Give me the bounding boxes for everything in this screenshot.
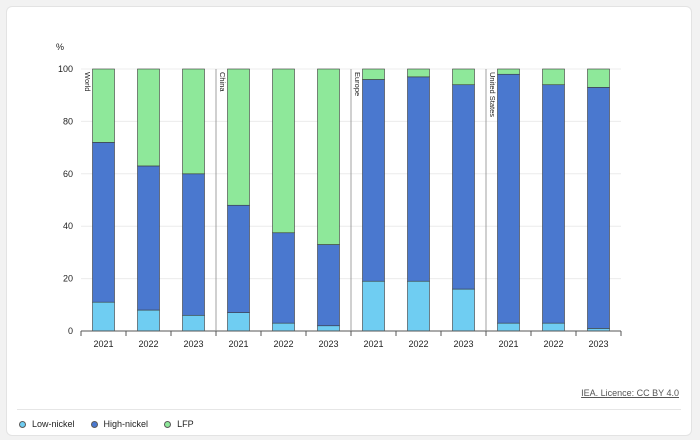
bar-segment-low-nickel <box>362 280 385 332</box>
bar-segment-high-nickel <box>452 84 475 290</box>
legend-label: High-nickel <box>103 419 149 429</box>
low-nickel-swatch-icon <box>19 420 26 428</box>
y-tick-label: 60 <box>63 169 73 179</box>
bar-segment-low-nickel <box>497 322 520 332</box>
bar-segment-low-nickel <box>317 325 340 332</box>
legend-label: Low-nickel <box>32 419 75 429</box>
x-tick-label: 2023 <box>183 339 203 349</box>
bar-segment-high-nickel <box>92 142 115 303</box>
legend-item-high-nickel[interactable]: High-nickel <box>90 419 149 429</box>
legend-divider <box>17 409 681 410</box>
group-label-europe: Europe <box>353 72 362 96</box>
bar-segment-high-nickel <box>317 244 340 327</box>
bar-segment-high-nickel <box>227 204 250 313</box>
bar-segment-lfp <box>182 68 205 175</box>
x-tick-label: 2023 <box>318 339 338 349</box>
x-tick-label: 2022 <box>138 339 158 349</box>
axes: 0 20 40 60 80 100% 2021 2022 2023 2021 2022 2023 202… <box>56 42 622 349</box>
bar-segment-high-nickel <box>272 232 295 324</box>
x-tick-label: 2022 <box>408 339 428 349</box>
bar-segment-low-nickel <box>272 322 295 332</box>
bar-segment-lfp <box>227 68 250 206</box>
bar-segment-low-nickel <box>407 280 430 332</box>
x-tick-label: 2021 <box>498 339 518 349</box>
bar-segment-low-nickel <box>542 322 565 332</box>
high-nickel-swatch-icon <box>90 420 98 428</box>
bar-segment-high-nickel <box>182 173 205 316</box>
bar-segment-lfp <box>317 68 340 245</box>
bar-segment-high-nickel <box>587 87 610 329</box>
group-label-world: World <box>83 72 92 91</box>
stacked-bar-chart: 0 20 40 60 80 100% 2021 2022 2023 2021 2022 2023 202… <box>56 42 622 349</box>
bar-segment-lfp <box>407 68 430 78</box>
x-tick-label: 2021 <box>93 339 113 349</box>
bar-segment-high-nickel <box>407 76 430 282</box>
bar-segment-low-nickel <box>182 314 205 332</box>
bar-segment-high-nickel <box>362 79 385 282</box>
bar-segment-lfp <box>137 68 160 167</box>
bar-segment-lfp <box>272 68 295 234</box>
bar-segment-lfp <box>452 68 475 86</box>
bar-segment-lfp <box>362 68 385 80</box>
legend-item-low-nickel[interactable]: Low-nickel <box>19 419 75 429</box>
y-tick-label: 40 <box>63 221 73 231</box>
y-tick-label: 0 <box>68 326 73 336</box>
bar-segment-high-nickel <box>497 73 520 324</box>
x-tick-label: 2022 <box>273 339 293 349</box>
bar-segment-low-nickel <box>137 309 160 332</box>
y-tick-label: 20 <box>63 274 73 284</box>
y-tick-label: 100 <box>58 64 73 74</box>
licence-link[interactable]: IEA. Licence: CC BY 4.0 <box>581 388 679 398</box>
legend: Low-nickel High-nickel LFP <box>19 419 210 429</box>
bar-segment-low-nickel <box>227 312 250 332</box>
bar-segment-lfp <box>497 68 520 75</box>
bar-segment-low-nickel <box>452 288 475 332</box>
x-tick-label: 2021 <box>228 339 248 349</box>
x-tick-label: 2021 <box>363 339 383 349</box>
y-axis-unit-label: % <box>56 42 64 52</box>
legend-item-lfp[interactable]: LFP <box>164 419 194 429</box>
bar-segment-high-nickel <box>137 165 160 311</box>
legend-label: LFP <box>177 419 194 429</box>
bar-segment-low-nickel <box>92 301 115 332</box>
bar-segment-lfp <box>587 68 610 88</box>
group-label-united-states: United States <box>488 72 497 117</box>
bar-segment-high-nickel <box>542 84 565 324</box>
x-tick-label: 2022 <box>543 339 563 349</box>
lfp-swatch-icon <box>164 420 172 428</box>
bars <box>92 68 610 332</box>
y-tick-label: 80 <box>63 116 73 126</box>
x-tick-label: 2023 <box>588 339 608 349</box>
bar-segment-lfp <box>542 68 565 86</box>
x-tick-label: 2023 <box>453 339 473 349</box>
group-label-china: China <box>218 72 227 92</box>
bar-segment-lfp <box>92 68 115 143</box>
chart-card: 0 20 40 60 80 100% 2021 2022 2023 2021 2022 2023 202… <box>6 6 692 436</box>
